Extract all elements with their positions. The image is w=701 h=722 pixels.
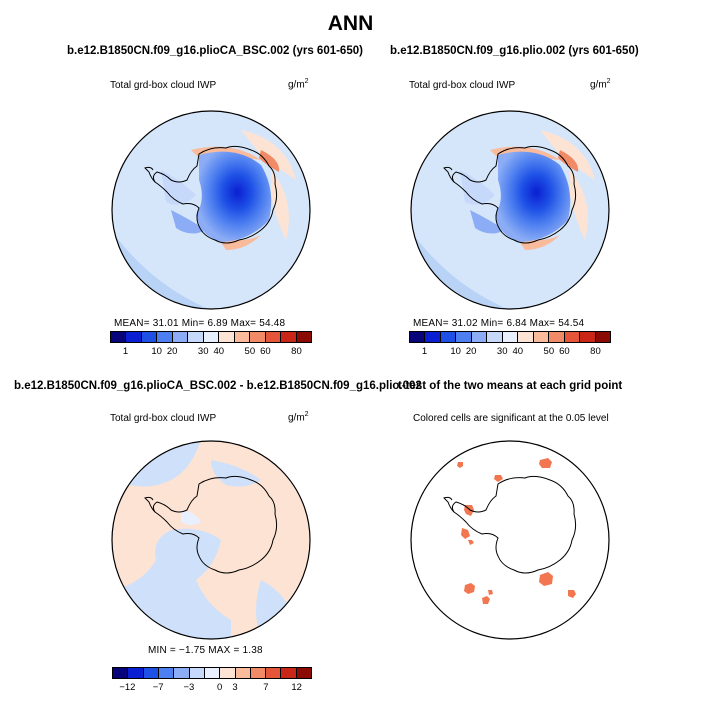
panel3-title: b.e12.B1850CN.f09_g16.plioCA_BSC.002 - b… [14, 380, 422, 392]
colorbar-swatch [471, 332, 488, 342]
colorbar-swatch [266, 668, 282, 678]
panel1-map [111, 110, 311, 310]
panel4-map [410, 440, 610, 640]
colorbar-swatch [250, 668, 267, 678]
colorbar-tick-label: 10 [151, 346, 162, 357]
colorbar-tick-label: 80 [291, 346, 302, 357]
panel2-colorbar-swatches [409, 331, 611, 343]
colorbar-tick-label: −12 [119, 682, 136, 693]
colorbar-tick-label: 3 [232, 682, 238, 693]
panel3-colorbar: −12 −7 −3 0 3 7 12 [112, 667, 312, 694]
colorbar-swatch [157, 332, 173, 342]
colorbar-swatch [296, 668, 312, 678]
panel1-colorbar-swatches [110, 331, 312, 343]
panel2-subtitle: Total grd-box cloud IWP [409, 80, 516, 91]
colorbar-swatch [564, 332, 581, 342]
colorbar-tick-label: 80 [590, 346, 601, 357]
panel2-colorbar: 1 10 20 30 40 50 60 80 [409, 331, 611, 358]
colorbar-tick-label: 40 [213, 346, 225, 357]
panel2-colorbar-ticks: 1 10 20 30 40 50 60 80 [409, 346, 611, 358]
colorbar-tick-label: 30 [197, 346, 209, 357]
colorbar-swatch [250, 332, 266, 342]
panel1-units: g/m2 [288, 78, 309, 91]
colorbar-swatch [189, 668, 205, 678]
colorbar-swatch [281, 668, 297, 678]
colorbar-swatch [265, 332, 282, 342]
colorbar-swatch [533, 332, 550, 342]
colorbar-swatch [440, 332, 457, 342]
colorbar-tick-label: 0 [217, 682, 223, 693]
colorbar-swatch [220, 668, 236, 678]
colorbar-tick-label: 40 [512, 346, 524, 357]
colorbar-swatch [235, 668, 251, 678]
colorbar-swatch [219, 332, 235, 342]
colorbar-swatch [595, 332, 611, 342]
colorbar-swatch [203, 332, 220, 342]
colorbar-tick-label: 1 [421, 346, 428, 357]
panel3-map [111, 440, 311, 640]
colorbar-tick-label: 12 [291, 682, 302, 693]
panel1-colorbar-ticks: 1 10 20 30 40 50 60 80 [110, 346, 312, 358]
colorbar-swatch [410, 332, 426, 342]
panel2-map [410, 110, 610, 310]
colorbar-swatch [296, 332, 312, 342]
colorbar-tick-label: 7 [263, 682, 269, 693]
colorbar-tick-label: 60 [260, 346, 271, 357]
colorbar-swatch [174, 668, 190, 678]
colorbar-swatch [425, 332, 441, 342]
colorbar-swatch [487, 332, 503, 342]
panel1-title: b.e12.B1850CN.f09_g16.plioCA_BSC.002 (yr… [67, 45, 363, 57]
colorbar-swatch [141, 332, 158, 342]
colorbar-swatch [502, 332, 519, 342]
colorbar-tick-label: −3 [183, 682, 195, 693]
colorbar-swatch [549, 332, 565, 342]
panel2-stats: MEAN= 31.02 Min= 6.84 Max= 54.54 [413, 318, 585, 329]
colorbar-swatch [234, 332, 251, 342]
colorbar-tick-label: 50 [244, 346, 256, 357]
panel3-units: g/m2 [288, 411, 309, 424]
colorbar-swatch [281, 332, 297, 342]
panel3-stats: MIN = −1.75 MAX = 1.38 [148, 645, 263, 656]
panel2-units: g/m2 [590, 78, 611, 91]
colorbar-swatch [128, 668, 144, 678]
panel4-title: t-test of the two means at each grid poi… [398, 380, 623, 392]
colorbar-swatch [126, 332, 142, 342]
panel1-colorbar: 1 10 20 30 40 50 60 80 [110, 331, 312, 358]
panel1-stats: MEAN= 31.01 Min= 6.89 Max= 54.48 [114, 318, 286, 329]
panel3-subtitle: Total grd-box cloud IWP [110, 413, 217, 424]
colorbar-swatch [456, 332, 472, 342]
colorbar-tick-label: 1 [122, 346, 129, 357]
colorbar-tick-label: 30 [496, 346, 508, 357]
colorbar-swatch [111, 332, 127, 342]
colorbar-swatch [518, 332, 534, 342]
colorbar-tick-label: 60 [559, 346, 570, 357]
panel4-subtitle: Colored cells are significant at the 0.0… [413, 413, 609, 424]
panel2-title: b.e12.B1850CN.f09_g16.plio.002 (yrs 601-… [390, 45, 639, 57]
colorbar-swatch [113, 668, 129, 678]
panel1-subtitle: Total grd-box cloud IWP [110, 80, 217, 91]
panel3-colorbar-swatches [112, 667, 312, 679]
colorbar-swatch [143, 668, 159, 678]
panel3-colorbar-ticks: −12 −7 −3 0 3 7 12 [112, 682, 312, 694]
colorbar-tick-label: 10 [450, 346, 461, 357]
main-title: ANN [327, 12, 374, 35]
colorbar-swatch [580, 332, 596, 342]
colorbar-swatch [158, 668, 175, 678]
colorbar-swatch [172, 332, 189, 342]
colorbar-tick-label: −7 [152, 682, 164, 693]
colorbar-tick-label: 20 [166, 346, 178, 357]
colorbar-tick-label: 50 [543, 346, 555, 357]
colorbar-swatch [188, 332, 204, 342]
colorbar-tick-label: 20 [465, 346, 477, 357]
colorbar-swatch [204, 668, 221, 678]
